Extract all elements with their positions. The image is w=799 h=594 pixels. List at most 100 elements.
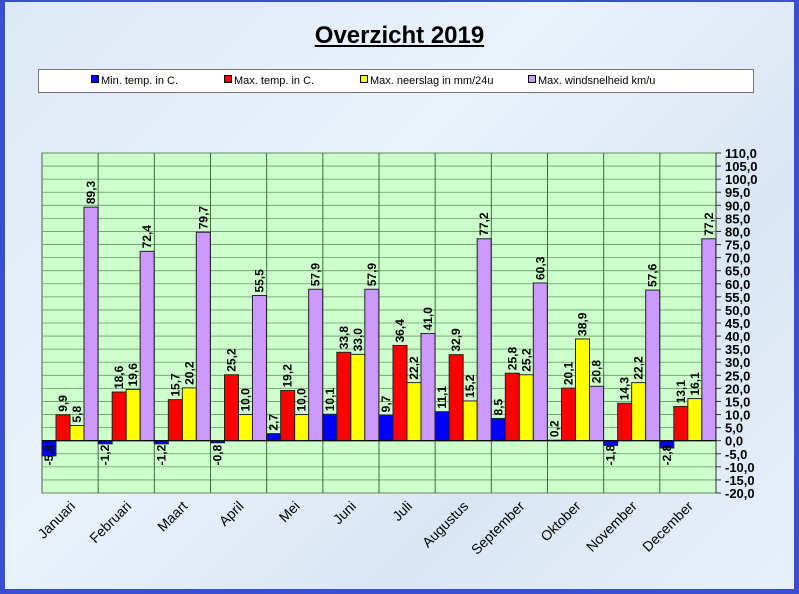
legend-item-min-temp: Min. temp. in C. xyxy=(91,75,178,87)
y-tick-label: 20,0 xyxy=(725,381,750,396)
bar-1-augustus xyxy=(448,354,464,442)
y-tick-label: 85,0 xyxy=(725,211,750,226)
data-label: -0,8 xyxy=(211,444,225,465)
bar-2-oktober xyxy=(575,338,590,442)
bar-3-november xyxy=(645,289,661,442)
bar-3-februari xyxy=(139,250,155,442)
bar-0-september xyxy=(490,417,506,442)
data-label: 15,7 xyxy=(168,373,182,397)
bar-0-juli xyxy=(378,414,394,442)
legend-item-max-temp: Max. temp. in C. xyxy=(224,75,314,87)
bar-2-februari xyxy=(125,388,141,442)
bar-2-december xyxy=(687,398,703,442)
data-label: 41,0 xyxy=(421,307,435,331)
data-label: 10,1 xyxy=(323,388,337,412)
bar-3-april xyxy=(252,295,267,442)
bar-1-oktober xyxy=(561,387,576,442)
bar-3-januari xyxy=(83,206,99,442)
legend-swatch xyxy=(91,75,99,83)
y-tick-label: 65,0 xyxy=(725,264,750,279)
y-tick-label: -20,0 xyxy=(725,486,755,501)
bar-1-april xyxy=(224,374,239,442)
bar-0-juni xyxy=(322,413,338,442)
bar-3-december xyxy=(701,238,717,442)
data-label: 18,6 xyxy=(112,365,126,389)
data-label: 25,8 xyxy=(505,347,519,371)
data-label: 72,4 xyxy=(140,225,154,249)
x-tick-label: December xyxy=(639,498,696,555)
data-label: 20,2 xyxy=(182,361,196,385)
bar-2-januari xyxy=(69,425,85,442)
data-label: -1,2 xyxy=(98,444,112,465)
x-tick-label: Februari xyxy=(86,498,134,546)
x-tick-label: Mei xyxy=(276,498,303,525)
legend-swatch xyxy=(224,75,232,83)
data-label: 8,5 xyxy=(491,398,505,415)
data-label: 25,2 xyxy=(225,348,239,372)
data-label: 11,1 xyxy=(435,386,449,409)
x-tick-label: September xyxy=(468,498,528,558)
legend-label: Max. temp. in C. xyxy=(234,75,315,87)
data-label: 60,3 xyxy=(533,256,547,280)
bar-1-januari xyxy=(55,414,71,442)
x-tick-label: Maart xyxy=(154,498,191,535)
data-label: 20,1 xyxy=(562,361,576,385)
bar-2-mei xyxy=(294,414,310,442)
y-tick-label: -10,0 xyxy=(725,460,755,475)
x-tick-label: November xyxy=(583,498,640,555)
data-label: -1,2 xyxy=(154,444,168,465)
data-label: -1,8 xyxy=(604,444,618,465)
bar-2-juni xyxy=(350,353,366,442)
y-tick-label: -5,0 xyxy=(725,447,747,462)
data-label: 57,9 xyxy=(309,263,323,287)
y-tick-label: 5,0 xyxy=(725,421,743,436)
bar-3-oktober xyxy=(589,385,604,442)
data-label: 19,2 xyxy=(281,364,295,388)
legend-swatch xyxy=(528,75,536,83)
y-tick-label: 35,0 xyxy=(725,342,750,357)
data-label: 14,3 xyxy=(618,377,632,401)
y-tick-label: 110,0 xyxy=(725,146,757,161)
x-tick-label: Augustus xyxy=(419,498,472,551)
data-label: 15,2 xyxy=(463,374,477,398)
y-tick-label: 30,0 xyxy=(725,355,750,370)
bar-2-september xyxy=(518,374,534,442)
data-label: 9,9 xyxy=(56,395,70,412)
bar-3-september xyxy=(532,282,548,442)
legend-item-max-precip: Max. neerslag in mm/24u xyxy=(360,75,494,87)
data-label: 55,5 xyxy=(253,269,267,293)
bar-1-mei xyxy=(280,389,296,442)
data-label: 25,2 xyxy=(519,348,533,372)
legend-label: Max. windsnelheid km/u xyxy=(538,75,656,87)
data-label: 13,1 xyxy=(674,380,688,404)
bar-2-augustus xyxy=(462,400,478,442)
y-tick-label: 10,0 xyxy=(725,408,750,423)
data-label: 19,6 xyxy=(126,363,140,387)
bar-3-mei xyxy=(308,288,324,442)
y-tick-label: 0,0 xyxy=(725,434,743,449)
bar-1-december xyxy=(673,405,689,442)
bar-1-maart xyxy=(167,399,183,442)
data-label: 77,2 xyxy=(477,212,491,236)
bar-3-juli xyxy=(420,332,436,442)
y-tick-label: 80,0 xyxy=(725,224,750,239)
data-label: 2,7 xyxy=(267,414,281,431)
y-tick-label: 70,0 xyxy=(725,251,750,266)
bar-1-juli xyxy=(392,344,408,442)
bar-3-maart xyxy=(195,231,211,442)
data-label: 10,0 xyxy=(239,388,253,412)
data-label: 89,3 xyxy=(84,180,98,204)
legend-label: Max. neerslag in mm/24u xyxy=(370,75,494,87)
data-label: 38,9 xyxy=(576,312,590,336)
legend-item-max-wind: Max. windsnelheid km/u xyxy=(528,75,655,87)
y-tick-label: 100,0 xyxy=(725,172,758,187)
data-label: 77,2 xyxy=(702,212,716,236)
data-label: 33,0 xyxy=(351,328,365,352)
bar-1-juni xyxy=(336,351,352,442)
data-label: 57,6 xyxy=(646,263,660,287)
bar-3-augustus xyxy=(476,238,492,442)
legend-swatch xyxy=(360,75,368,83)
y-tick-label: -15,0 xyxy=(725,473,755,488)
bar-1-november xyxy=(617,402,633,442)
